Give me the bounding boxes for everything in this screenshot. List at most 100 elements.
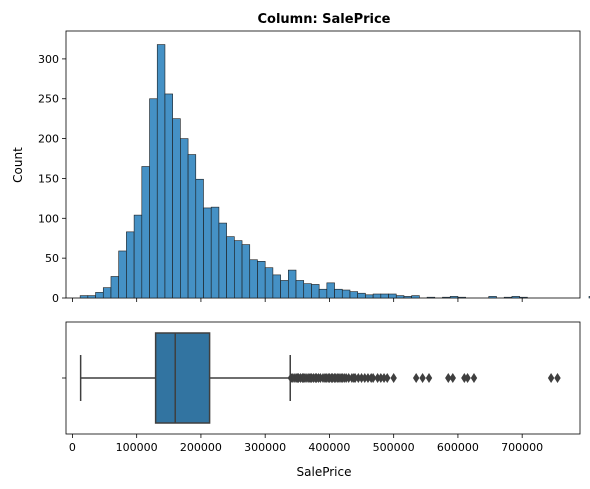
histogram-bar bbox=[141, 166, 150, 299]
y-tick-label: 300 bbox=[38, 53, 59, 66]
histogram-y-axis-label: Count bbox=[11, 147, 25, 183]
histogram-panel: 0 50 100 150 200 250 300 Count bbox=[11, 30, 590, 305]
boxplot-outlier bbox=[345, 373, 352, 383]
histogram-bar bbox=[110, 276, 119, 299]
histogram-bar bbox=[519, 296, 528, 299]
chart-title: Column: SalePrice bbox=[257, 12, 390, 27]
boxplot-outlier bbox=[377, 373, 385, 383]
boxplot-outlier bbox=[351, 373, 359, 383]
histogram-bar bbox=[164, 93, 173, 299]
histogram-bar bbox=[257, 261, 266, 299]
histogram-bar bbox=[403, 296, 412, 299]
histogram-bar bbox=[318, 288, 328, 299]
boxplot-outlier bbox=[419, 373, 426, 383]
histogram-bar bbox=[303, 283, 312, 299]
histogram-bar bbox=[341, 289, 351, 299]
histogram-bar bbox=[295, 280, 305, 299]
histogram-bar bbox=[226, 236, 235, 299]
x-tick-label: 300000 bbox=[244, 441, 286, 454]
x-tick-label: 400000 bbox=[308, 441, 350, 454]
histogram-bar bbox=[449, 296, 459, 299]
histogram-bar bbox=[357, 292, 366, 299]
boxplot-outlier bbox=[412, 373, 420, 383]
y-tick-label: 250 bbox=[38, 93, 59, 106]
histogram-bar bbox=[218, 222, 227, 299]
y-tick-label: 150 bbox=[38, 172, 59, 185]
boxplot-outlier bbox=[364, 373, 372, 383]
histogram-bar bbox=[380, 293, 389, 299]
x-tick-label: 600000 bbox=[437, 441, 479, 454]
x-tick-label: 500000 bbox=[373, 441, 415, 454]
boxplot-outlier bbox=[461, 373, 468, 383]
boxplot-outlier bbox=[464, 373, 471, 383]
boxplot-outlier bbox=[425, 373, 433, 383]
y-tick-label: 50 bbox=[45, 252, 59, 265]
histogram-bars bbox=[79, 44, 590, 299]
histogram-bar bbox=[87, 295, 96, 299]
histogram-bar bbox=[411, 295, 420, 299]
histogram-y-axis: 0 50 100 150 200 250 300 bbox=[38, 53, 66, 305]
histogram-bar bbox=[102, 287, 112, 299]
histogram-bar bbox=[511, 296, 520, 299]
histogram-bar bbox=[326, 282, 335, 299]
histogram-bar bbox=[272, 274, 281, 299]
y-tick-label: 100 bbox=[38, 212, 59, 225]
boxplot-outliers bbox=[287, 373, 561, 383]
histogram-bar bbox=[180, 138, 189, 299]
histogram-bar bbox=[264, 267, 274, 299]
histogram-bar bbox=[395, 295, 405, 299]
boxplot-outlier bbox=[369, 373, 377, 383]
histogram-bar bbox=[234, 240, 243, 299]
x-tick-label: 0 bbox=[69, 441, 76, 454]
histogram-bar bbox=[172, 118, 181, 299]
histogram-bar bbox=[365, 294, 374, 299]
histogram-bar bbox=[311, 284, 320, 299]
histogram-bar bbox=[442, 296, 451, 299]
histogram-bar bbox=[249, 259, 258, 299]
histogram-bar bbox=[280, 280, 289, 299]
x-tick-label: 100000 bbox=[116, 441, 158, 454]
boxplot-x-axis: 0 100000 200000 300000 400000 500000 600000 700… bbox=[69, 434, 543, 454]
histogram-bar bbox=[334, 288, 343, 299]
histogram-x-axis bbox=[72, 298, 523, 302]
histogram-bar bbox=[187, 154, 197, 299]
boxplot-outlier bbox=[547, 373, 555, 383]
boxplot-box bbox=[154, 332, 211, 424]
histogram-bar bbox=[372, 293, 382, 299]
histogram-bar bbox=[241, 244, 251, 299]
histogram-bar bbox=[126, 231, 135, 299]
histogram-bar bbox=[195, 178, 204, 299]
histogram-bar bbox=[149, 98, 158, 299]
boxplot-outlier bbox=[470, 373, 478, 383]
x-tick-label: 700000 bbox=[501, 441, 543, 454]
histogram-bar bbox=[133, 214, 143, 299]
boxplot-outlier bbox=[445, 373, 452, 383]
histogram-bar bbox=[488, 296, 497, 299]
x-tick-label: 200000 bbox=[180, 441, 222, 454]
histogram-bar bbox=[388, 293, 397, 299]
boxplot-x-axis-label: SalePrice bbox=[297, 465, 352, 479]
histogram-bar bbox=[156, 44, 166, 299]
histogram-bar bbox=[426, 296, 436, 299]
boxplot-outlier bbox=[384, 373, 391, 383]
boxplot-outlier bbox=[380, 373, 388, 383]
histogram-bar bbox=[210, 206, 220, 299]
boxplot-outlier bbox=[554, 373, 561, 383]
y-tick-label: 200 bbox=[38, 133, 59, 146]
boxplot-outlier bbox=[355, 373, 362, 383]
histogram-bar bbox=[457, 296, 466, 299]
histogram-bar bbox=[118, 250, 127, 299]
y-tick-label: 0 bbox=[52, 292, 59, 305]
boxplot-outlier bbox=[361, 373, 368, 383]
histogram-bar bbox=[349, 291, 358, 299]
histogram-bar bbox=[79, 295, 89, 299]
histogram-bar bbox=[95, 292, 104, 299]
boxplot bbox=[79, 332, 291, 424]
histogram-bar bbox=[203, 207, 212, 299]
boxplot-outlier bbox=[374, 373, 381, 383]
boxplot-outlier bbox=[449, 373, 456, 383]
boxplot-outlier bbox=[390, 373, 397, 383]
histogram-bar bbox=[503, 296, 513, 299]
histogram-bar bbox=[288, 269, 297, 299]
